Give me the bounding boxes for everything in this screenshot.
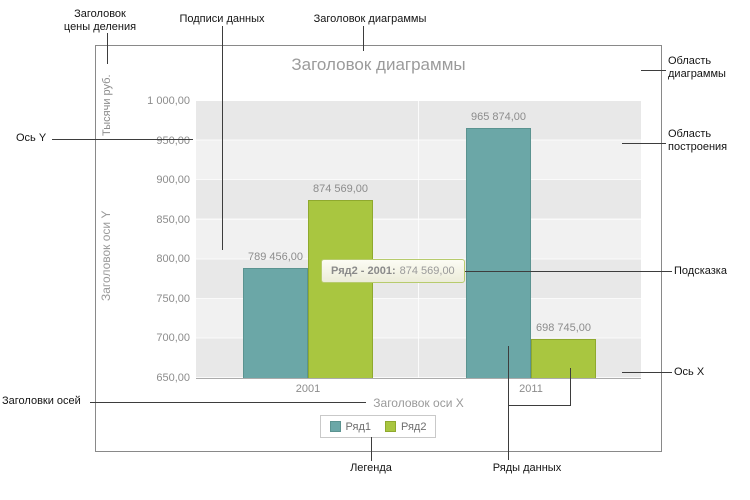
data-label: 789 456,00 [247,250,304,263]
callout-line-data-series-1 [508,346,509,460]
annotation-y-axis: Ось Y [16,132,47,144]
legend-item-Ряд1[interactable]: Ряд1 [329,420,371,433]
bar-Ряд1-2001[interactable] [243,267,308,378]
plot-area: Ряд2 - 2001: 874 569,00 789 456,00 965 874… [196,101,641,379]
legend-item-Ряд2[interactable]: Ряд2 [385,421,426,433]
scale-unit-label: Тысячи руб. [101,74,113,136]
legend-label: Ряд1 [345,420,371,433]
callout-line-legend [371,437,372,461]
annotation-axis-titles: Заголовки осей [2,395,81,407]
callout-line-data-series-2 [570,368,571,406]
data-label: 698 745,00 [535,322,592,335]
legend-swatch [329,421,341,432]
callout-line-data-series-elbow [508,405,571,406]
callout-line-x-axis [622,372,672,373]
vertical-gridline [418,101,419,378]
chart-title: Заголовок диаграммы [291,55,466,74]
tooltip-value-text: 874 569,00 [399,265,455,277]
bar-Ряд2-2001[interactable] [308,200,373,378]
tooltip: Ряд2 - 2001: 874 569,00 [321,259,465,283]
annotation-scale-unit-title: Заголовок цены деления [63,8,137,33]
annotation-chart-area: Область диаграммы [668,55,726,80]
annotation-x-axis: Ось X [674,366,705,378]
bar-Ряд1-2011[interactable] [466,128,531,378]
annotation-chart-title: Заголовок диаграммы [313,13,427,25]
data-label: 874 569,00 [312,183,369,196]
y-tick-label: 850,00 [156,213,190,226]
annotation-plot-area: Область построения [668,128,728,153]
annotation-data-series: Ряды данных [492,462,562,474]
y-tick-label: 650,00 [156,372,190,384]
x-axis-title: Заголовок оси X [373,396,464,410]
y-tick-label: 900,00 [156,174,190,187]
legend: Ряд1 Ряд2 [320,415,436,438]
y-axis-title: Заголовок оси Y [99,210,113,301]
callout-line-y-axis [52,139,193,140]
y-tick-label: 950,00 [156,134,190,147]
annotation-data-labels: Подписи данных [179,13,265,25]
tooltip-series-text: Ряд2 - 2001: [331,265,396,277]
legend-swatch [385,421,396,432]
callout-line-tooltip [463,271,672,272]
bar-Ряд2-2011[interactable] [531,339,596,378]
callout-line-axis-titles [90,402,366,403]
annotation-legend: Легенда [350,462,392,474]
x-tick-label: 2001 [295,383,321,395]
chart-area: Заголовок диаграммы Тысячи руб. Заголово… [95,45,662,452]
callout-line-plot-area [622,143,666,144]
x-tick-label: 2011 [519,383,543,395]
annotation-tooltip: Подсказка [674,265,727,277]
y-tick-label: 1 000,00 [147,95,190,107]
data-label: 965 874,00 [470,111,527,123]
callout-line-scale-unit [107,33,108,64]
callout-line-data-labels [222,26,223,250]
callout-line-chart-area [641,70,666,71]
y-tick-label: 700,00 [156,332,190,345]
legend-label: Ряд2 [401,420,427,433]
callout-line-chart-title [363,26,364,51]
y-tick-label: 800,00 [156,253,190,266]
y-tick-label: 750,00 [156,292,190,305]
